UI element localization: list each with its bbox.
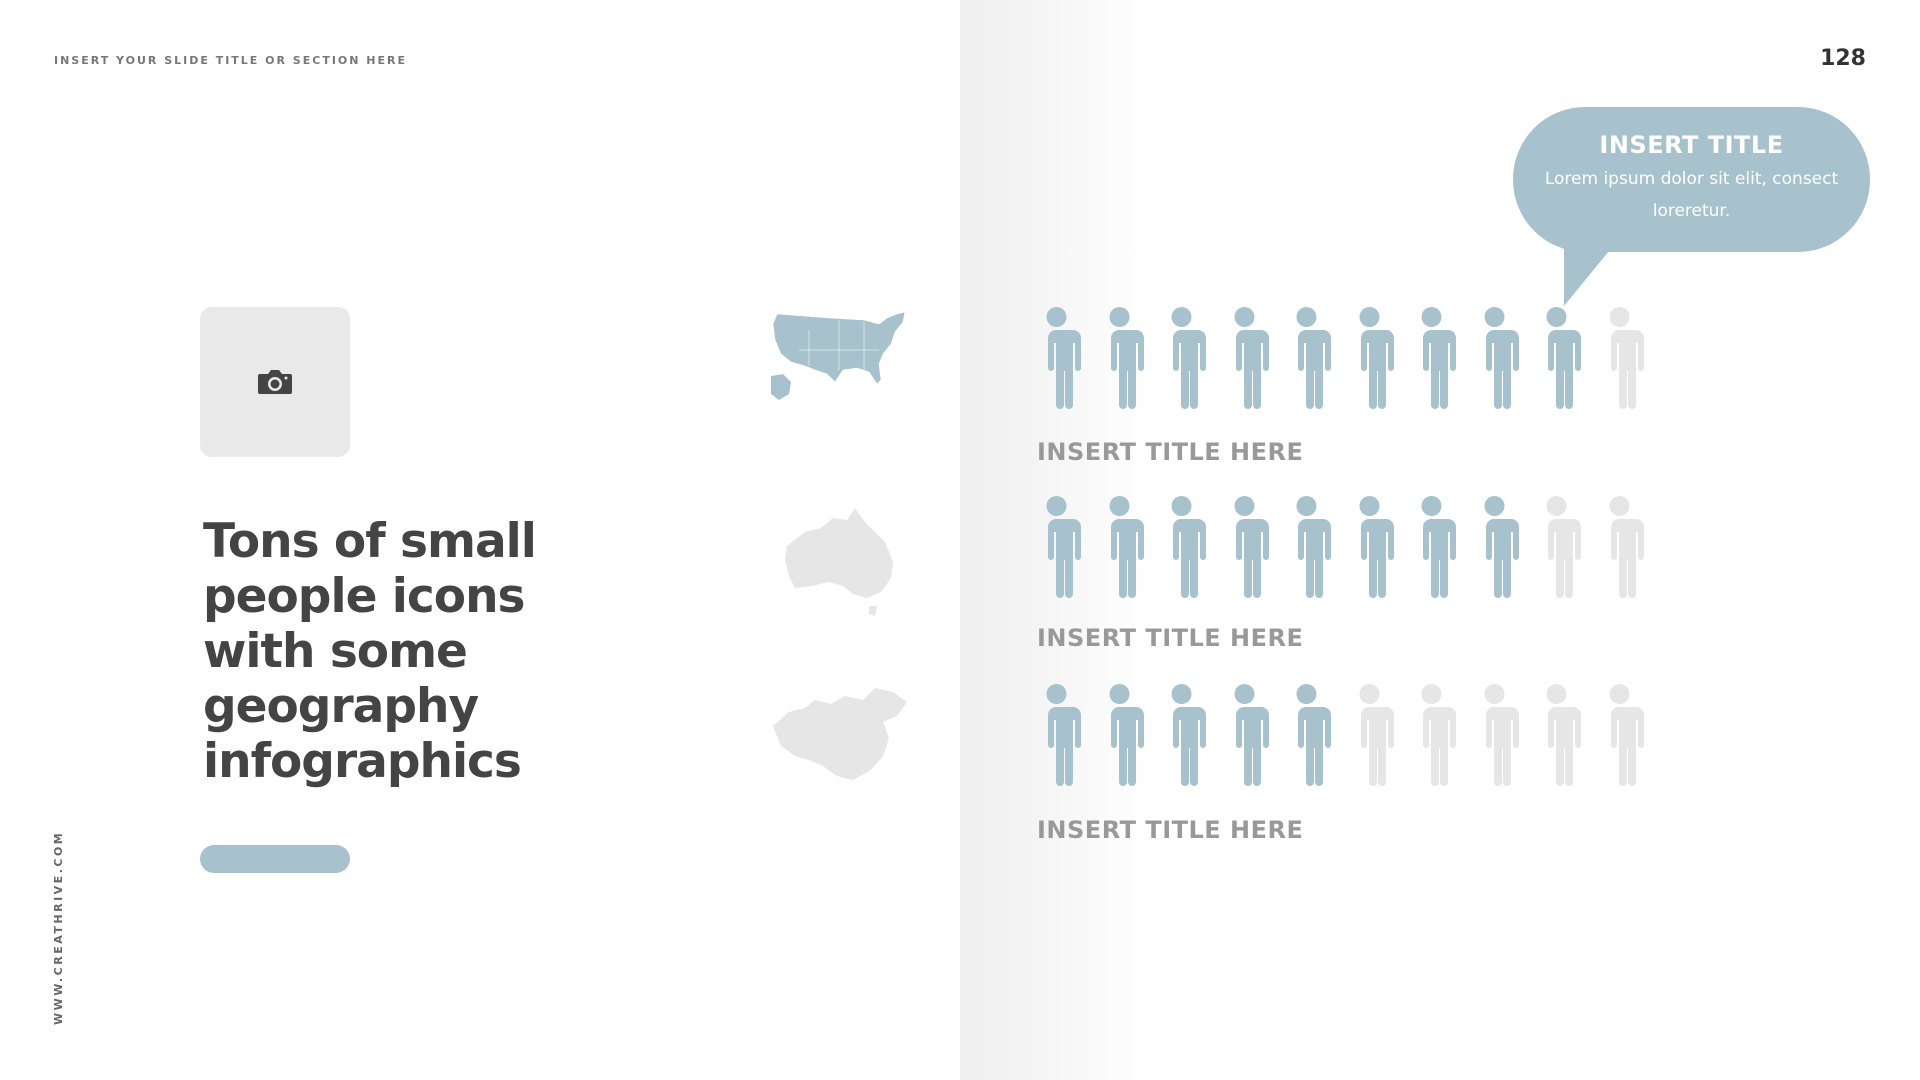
person-icon (1352, 496, 1394, 598)
slide-title: INSERT YOUR SLIDE TITLE OR SECTION HERE (54, 54, 407, 67)
person-icon (1040, 307, 1081, 409)
person-icon (1415, 496, 1456, 598)
person-icon (1040, 684, 1081, 786)
pill-button[interactable] (200, 845, 350, 873)
person-icon (1602, 684, 1644, 786)
person-icon (1540, 684, 1581, 786)
callout-bubble: INSERT TITLE Lorem ipsum dolor sit elit,… (1513, 107, 1870, 252)
row-label: INSERT TITLE HERE (1037, 624, 1304, 652)
people-row (1032, 307, 1644, 409)
person-icon (1602, 496, 1644, 598)
person-icon (1290, 684, 1331, 786)
person-icon (1415, 307, 1456, 409)
camera-icon (258, 370, 292, 394)
person-icon (1040, 496, 1081, 598)
person-icon (1102, 307, 1144, 409)
person-icon (1602, 307, 1644, 409)
person-icon (1477, 496, 1519, 598)
australia-map (785, 508, 893, 616)
person-icon (1477, 307, 1519, 409)
callout-tail (1564, 240, 1618, 306)
people-row (1032, 684, 1644, 786)
photo-placeholder[interactable] (200, 307, 350, 457)
person-icon (1165, 684, 1206, 786)
person-icon (1165, 307, 1206, 409)
person-icon (1227, 496, 1269, 598)
callout-title: INSERT TITLE (1599, 131, 1784, 159)
headline: Tons of small people icons with some geo… (203, 514, 537, 789)
page-number: 128 (1820, 46, 1866, 71)
person-icon (1352, 307, 1394, 409)
person-icon (1415, 684, 1456, 786)
usa-map (771, 311, 906, 400)
people-row (1032, 496, 1644, 598)
person-icon (1290, 496, 1331, 598)
row-label: INSERT TITLE HERE (1037, 816, 1304, 844)
person-icon (1227, 684, 1269, 786)
person-icon (1540, 496, 1581, 598)
person-icon (1227, 307, 1269, 409)
person-icon (1290, 307, 1331, 409)
person-icon (1165, 496, 1206, 598)
china-map (773, 688, 907, 780)
person-icon (1540, 307, 1581, 409)
person-icon (1352, 684, 1394, 786)
callout-body: Lorem ipsum dolor sit elit, consect lore… (1544, 169, 1839, 221)
row-label: INSERT TITLE HERE (1037, 438, 1304, 466)
person-icon (1477, 684, 1519, 786)
website-text: WWW.CREATHRIVE.COM (52, 830, 65, 1025)
person-icon (1102, 684, 1144, 786)
person-icon (1102, 496, 1144, 598)
